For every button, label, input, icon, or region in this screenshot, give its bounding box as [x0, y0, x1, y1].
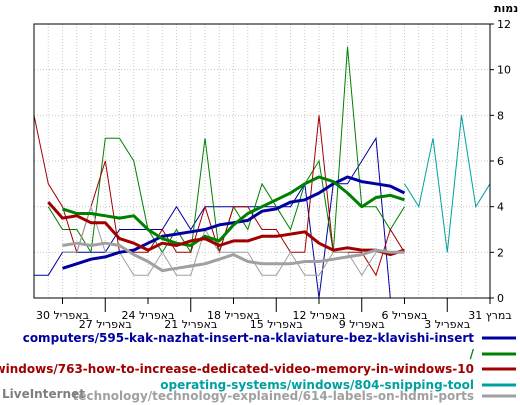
- x-tick-label: 27 באפריל: [79, 318, 132, 331]
- x-tick-label: 15 באפריל: [250, 318, 303, 331]
- series-average-line-2: [47, 201, 405, 257]
- x-tick-label: 3 באפריל: [424, 318, 470, 331]
- series-average-line-0: [62, 175, 406, 270]
- series-raw-line-0: [34, 136, 391, 299]
- raw-series-layer: [33, 46, 491, 299]
- brand-label: LiveInternet: [2, 387, 85, 401]
- y-tick-label: 0: [497, 292, 504, 305]
- legend-label-0: computers/595-kak-nazhat-insert-na-klavi…: [23, 331, 475, 345]
- y-axis-ticks: 0 2 4 6 8 10 12: [490, 18, 511, 305]
- x-tick-label: 6 באפריל: [381, 309, 427, 322]
- y-axis-unit-label: נמות: [494, 2, 518, 15]
- series-average-line-4: [62, 241, 405, 273]
- x-tick-label: 24 באפריל: [121, 309, 174, 322]
- series-raw-line-3: [404, 115, 491, 253]
- y-tick-label: 10: [497, 64, 511, 77]
- y-tick-label: 4: [497, 201, 504, 214]
- y-tick-label: 6: [497, 155, 504, 168]
- x-tick-label: 18 באפריל: [207, 309, 260, 322]
- x-tick-label: 9 באפריל: [339, 318, 385, 331]
- average-series-layer: [47, 175, 406, 273]
- x-tick-label: 21 באפריל: [164, 318, 217, 331]
- legend: computers/595-kak-nazhat-insert-na-klavi…: [0, 331, 516, 403]
- y-tick-label: 8: [497, 109, 504, 122]
- x-tick-label: 31 במרץ: [468, 309, 511, 322]
- x-tick-label: 30 באפריל: [36, 309, 89, 322]
- x-tick-label: 12 באפריל: [292, 309, 345, 322]
- series-average-line-1: [62, 175, 405, 247]
- y-tick-label: 12: [497, 18, 511, 31]
- legend-label-2: ms/windows/763-how-to-increase-dedicated…: [0, 362, 474, 376]
- legend-label-3: operating-systems/windows/804-snipping-t…: [160, 378, 474, 392]
- y-tick-label: 2: [497, 246, 504, 259]
- legend-label-1: /: [470, 347, 475, 361]
- legend-label-4: technology/technology-explained/614-labe…: [73, 389, 474, 403]
